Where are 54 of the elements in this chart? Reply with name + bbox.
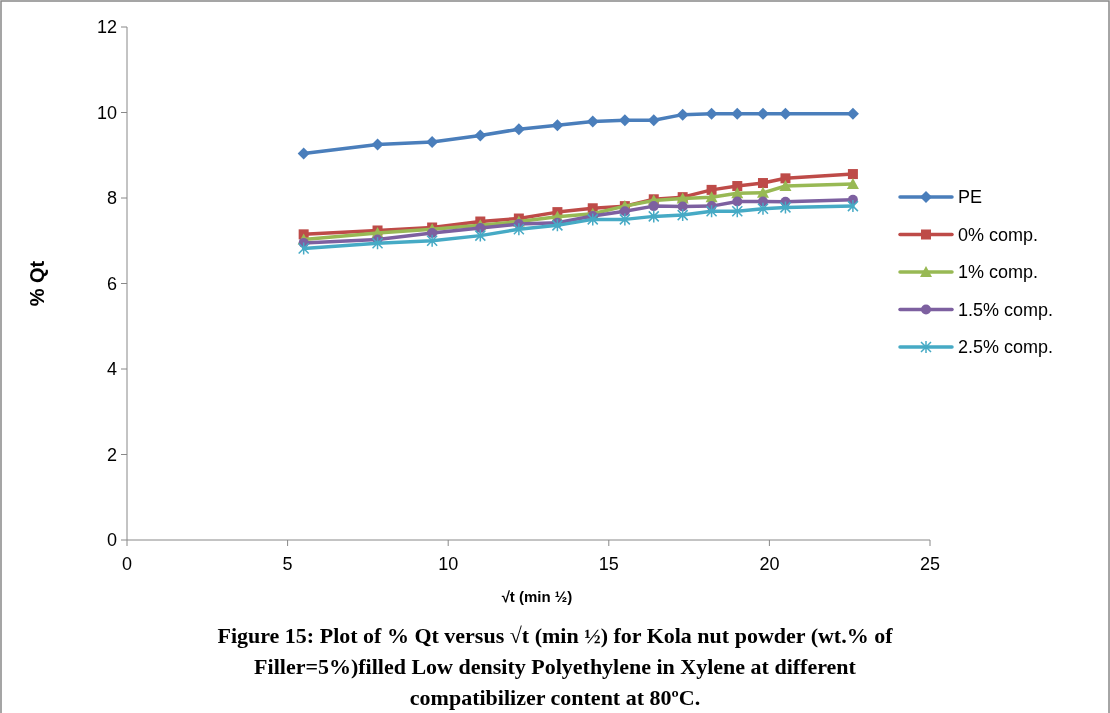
x-tick-label: 0 [121, 554, 133, 574]
caption: Figure 15: Plot of % Qt versus √t (min ½) for Kola nut powder (wt.% of Filler=5%)filled Low density Polyethylene in Xylene at different compatibilizer content at 80ºC. [217, 623, 894, 710]
y-tick-label: 10 [96, 102, 117, 123]
point [677, 201, 688, 212]
y-tick-label: 6 [106, 273, 117, 294]
y-axis-title: % Qt [26, 260, 48, 307]
y-tick-label: 4 [106, 359, 117, 380]
point [846, 177, 859, 189]
point [512, 123, 525, 136]
point [648, 209, 660, 224]
point [731, 204, 744, 218]
y-tick-label: 8 [106, 188, 117, 209]
legend-label: 0% comp. [958, 224, 1039, 245]
point [297, 147, 310, 160]
point [297, 241, 310, 256]
x-tick-label: 5 [282, 554, 293, 574]
point [779, 200, 792, 215]
point [371, 236, 384, 251]
x-tick-label: 15 [598, 554, 619, 574]
point [474, 228, 487, 243]
point [426, 234, 438, 248]
point [551, 119, 564, 132]
point [732, 181, 743, 192]
point [780, 173, 791, 184]
x-tick-label: 25 [919, 554, 941, 574]
point [551, 218, 564, 233]
x-tick-label: 20 [759, 554, 780, 574]
point [847, 169, 858, 180]
point [705, 191, 718, 203]
legend-label: 1% comp. [958, 262, 1039, 283]
point [619, 212, 631, 227]
point [732, 196, 743, 207]
x-axis-title: √t (min ½) [501, 588, 573, 605]
point [676, 208, 689, 222]
y-tick-label: 0 [106, 530, 117, 551]
point [705, 204, 718, 218]
legend-label: PE [958, 187, 983, 208]
legend-label: 2.5% comp. [958, 337, 1054, 358]
y-tick-label: 2 [106, 444, 117, 465]
point [474, 129, 487, 142]
legend-label: 1.5% comp. [958, 299, 1054, 320]
point [676, 108, 689, 121]
point [757, 201, 769, 216]
point [427, 228, 438, 239]
x-tick-label: 10 [438, 554, 459, 574]
y-tick-label: 12 [96, 17, 117, 38]
point [586, 212, 599, 227]
point [513, 222, 525, 236]
point [847, 199, 859, 213]
point [706, 184, 717, 195]
point [757, 178, 768, 189]
point [648, 201, 659, 212]
point [779, 180, 792, 192]
point [619, 206, 630, 217]
